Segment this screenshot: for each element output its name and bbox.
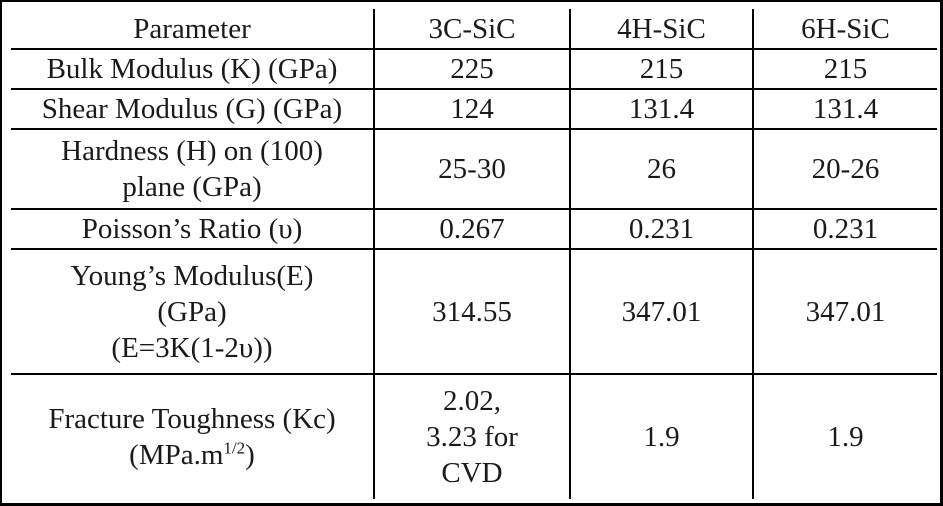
cell-4h-sic: 215 [569, 48, 754, 90]
header-4h-sic: 4H-SiC [569, 9, 754, 50]
cell-4h-sic: 0.231 [569, 208, 754, 250]
cell-3c-sic: 225 [373, 48, 571, 90]
row-label: Fracture Toughness (Kc) (MPa.m1/2) [11, 373, 375, 499]
table-row: Bulk Modulus (K) (GPa) 225 215 215 [11, 48, 937, 90]
table-header-row: Parameter 3C-SiC 4H-SiC 6H-SiC [11, 9, 937, 50]
row-label-line2-suffix: ) [245, 439, 255, 471]
cell-4h-sic: 1.9 [569, 373, 754, 499]
row-label: Bulk Modulus (K) (GPa) [11, 48, 375, 90]
cell-3c-sic: 2.02, 3.23 for CVD [373, 373, 571, 499]
header-parameter: Parameter [11, 9, 375, 50]
cell-6h-sic: 131.4 [752, 88, 937, 130]
exponent: 1/2 [223, 438, 246, 458]
cell-4h-sic: 131.4 [569, 88, 754, 130]
table-row: Poisson’s Ratio (υ) 0.267 0.231 0.231 [11, 208, 937, 250]
row-label: Shear Modulus (G) (GPa) [11, 88, 375, 130]
header-6h-sic: 6H-SiC [752, 9, 937, 50]
cell-4h-sic: 26 [569, 128, 754, 210]
cell-3c-sic: 0.267 [373, 208, 571, 250]
cell-6h-sic: 0.231 [752, 208, 937, 250]
table-row: Young’s Modulus(E) (GPa) (E=3K(1-2υ)) 31… [11, 248, 937, 375]
row-label-line1: Fracture Toughness (Kc) [48, 403, 336, 435]
row-label: Young’s Modulus(E) (GPa) (E=3K(1-2υ)) [11, 248, 375, 375]
material-properties-table: Parameter 3C-SiC 4H-SiC 6H-SiC Bulk Modu… [11, 9, 937, 499]
cell-3c-sic: 124 [373, 88, 571, 130]
row-label-line2-prefix: (MPa.m [129, 439, 224, 471]
cell-3c-sic: 25-30 [373, 128, 571, 210]
table-row: Hardness (H) on (100) plane (GPa) 25-30 … [11, 128, 937, 210]
cell-3c-sic: 314.55 [373, 248, 571, 375]
row-label: Hardness (H) on (100) plane (GPa) [11, 128, 375, 210]
cell-6h-sic: 347.01 [752, 248, 937, 375]
table-row: Fracture Toughness (Kc) (MPa.m1/2) 2.02,… [11, 373, 937, 499]
header-3c-sic: 3C-SiC [373, 9, 571, 50]
cell-6h-sic: 1.9 [752, 373, 937, 499]
row-label: Poisson’s Ratio (υ) [11, 208, 375, 250]
table-row: Shear Modulus (G) (GPa) 124 131.4 131.4 [11, 88, 937, 130]
cell-6h-sic: 20-26 [752, 128, 937, 210]
cell-6h-sic: 215 [752, 48, 937, 90]
cell-4h-sic: 347.01 [569, 248, 754, 375]
